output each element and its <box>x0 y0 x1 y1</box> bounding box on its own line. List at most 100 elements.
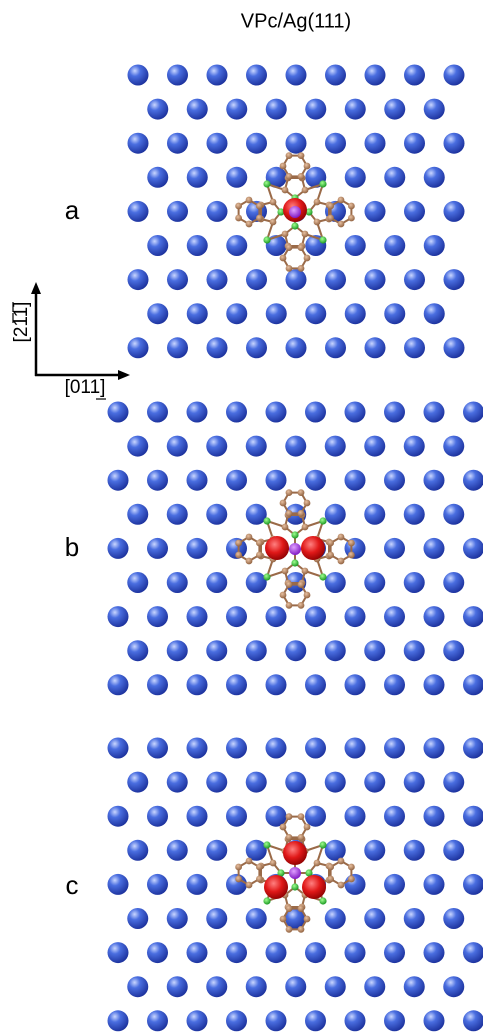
c-atom <box>245 881 253 889</box>
ag-atom <box>107 469 129 491</box>
ag-atom <box>265 805 287 827</box>
ag-atom <box>344 873 366 895</box>
ag-atom <box>403 839 425 861</box>
ag-atom <box>226 235 248 256</box>
ag-atom <box>147 469 168 491</box>
ag-atom <box>443 269 465 291</box>
ag-atom <box>265 235 287 256</box>
ag-atom <box>245 572 267 593</box>
ag-atom <box>166 435 188 457</box>
ag-atom <box>305 737 326 759</box>
c-atom <box>327 539 335 547</box>
ag-atom <box>245 503 267 525</box>
ag-atom <box>166 771 188 793</box>
c-atom <box>347 539 355 547</box>
ag-atom <box>423 303 445 325</box>
ag-atom <box>166 839 188 861</box>
ag-atom <box>463 674 483 696</box>
c-atom <box>313 218 321 226</box>
ag-atom <box>206 640 228 662</box>
ag-atom <box>443 640 465 662</box>
ag-atom <box>324 976 346 998</box>
ag-atom <box>147 303 169 325</box>
n-atom <box>291 531 299 539</box>
c-atom <box>255 202 263 210</box>
ag-atom <box>443 503 465 525</box>
c-atom <box>235 214 243 222</box>
c-atom <box>297 581 305 589</box>
ag-atom <box>107 537 129 559</box>
ag-atom <box>206 572 228 593</box>
c-atom <box>327 875 335 883</box>
ag-atom <box>107 942 129 964</box>
c-atom <box>285 581 293 589</box>
ag-atom <box>364 337 386 359</box>
ag-atom <box>305 1010 326 1032</box>
c-atom <box>235 202 243 210</box>
c-atom <box>347 863 355 871</box>
c-atom <box>327 863 335 871</box>
ag-atom <box>107 401 129 423</box>
ag-atom <box>305 674 326 696</box>
ag-atom <box>245 640 267 662</box>
ag-atom <box>226 303 248 325</box>
ag-atom <box>404 132 425 154</box>
ag-atom <box>344 674 366 696</box>
ag-atom <box>246 64 267 86</box>
ag-atom <box>443 64 465 86</box>
c-atom <box>245 857 253 865</box>
c-atom <box>297 152 305 160</box>
ag-atom <box>403 435 425 457</box>
c-atom <box>285 925 293 933</box>
c-atom <box>235 539 243 547</box>
ag-atom <box>384 469 405 491</box>
c-atom <box>301 567 309 575</box>
n-atom <box>291 883 299 891</box>
c-atom <box>313 859 321 867</box>
c-atom <box>337 857 345 865</box>
ag-atom <box>443 572 465 593</box>
ag-atom <box>384 606 405 628</box>
c-atom <box>303 254 311 262</box>
ag-atom <box>186 737 208 759</box>
c-atom <box>285 601 293 609</box>
c-atom <box>303 162 311 170</box>
ag-atom <box>107 805 129 827</box>
ag-atom <box>147 235 169 256</box>
ag-atom <box>305 98 327 120</box>
c-atom <box>285 489 293 497</box>
ag-atom <box>285 640 307 662</box>
ag-atom <box>423 805 445 827</box>
ag-atom <box>404 337 425 359</box>
c-atom <box>245 220 253 228</box>
ag-atom <box>226 401 247 423</box>
c-atom <box>255 551 263 559</box>
c-atom <box>279 823 287 831</box>
ag-atom <box>324 771 346 793</box>
ag-atom <box>463 537 483 559</box>
ag-atom <box>384 98 406 120</box>
ag-atom <box>403 640 425 662</box>
ag-atom <box>186 805 208 827</box>
ag-atom <box>265 1010 287 1032</box>
ag-atom <box>127 132 149 154</box>
ag-atom <box>285 132 307 154</box>
ag-atom <box>364 200 386 222</box>
ag-atom <box>147 98 169 120</box>
n-atom <box>305 208 313 216</box>
ag-atom <box>265 942 287 964</box>
ag-atom <box>364 908 386 929</box>
ag-atom <box>443 435 465 457</box>
ag-atom <box>147 166 169 188</box>
ag-atom <box>423 537 445 559</box>
ag-atom <box>127 839 149 861</box>
ag-atom <box>265 737 287 759</box>
ag-atom <box>463 606 483 628</box>
ag-atom <box>403 771 425 793</box>
c-atom <box>297 172 305 180</box>
c-atom <box>255 863 263 871</box>
ag-atom <box>285 337 307 359</box>
ag-atom <box>344 469 366 491</box>
c-atom <box>303 823 311 831</box>
